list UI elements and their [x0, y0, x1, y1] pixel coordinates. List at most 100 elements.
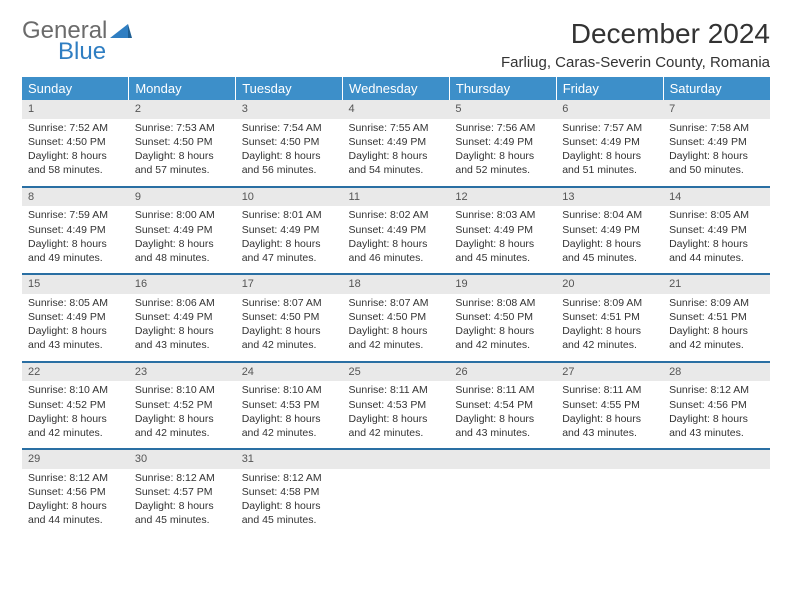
sunset-text: Sunset: 4:56 PM: [28, 485, 123, 499]
calendar-day-cell: 16Sunrise: 8:06 AMSunset: 4:49 PMDayligh…: [129, 274, 236, 362]
daylight-text-2: and 42 minutes.: [242, 338, 337, 352]
calendar-day-cell: 13Sunrise: 8:04 AMSunset: 4:49 PMDayligh…: [556, 187, 663, 275]
calendar-day-cell: 5Sunrise: 7:56 AMSunset: 4:49 PMDaylight…: [449, 100, 556, 187]
daylight-text-1: Daylight: 8 hours: [669, 237, 764, 251]
day-number: 11: [343, 188, 450, 207]
calendar-day-cell: [556, 449, 663, 536]
title-block: December 2024 Farliug, Caras-Severin Cou…: [501, 18, 770, 71]
sunrise-text: Sunrise: 8:00 AM: [135, 208, 230, 222]
daylight-text-1: Daylight: 8 hours: [135, 149, 230, 163]
calendar-day-cell: 28Sunrise: 8:12 AMSunset: 4:56 PMDayligh…: [663, 362, 770, 450]
day-number: 30: [129, 450, 236, 469]
calendar-day-cell: 27Sunrise: 8:11 AMSunset: 4:55 PMDayligh…: [556, 362, 663, 450]
calendar-day-cell: 22Sunrise: 8:10 AMSunset: 4:52 PMDayligh…: [22, 362, 129, 450]
day-info: Sunrise: 8:11 AMSunset: 4:54 PMDaylight:…: [449, 381, 556, 448]
daylight-text-2: and 46 minutes.: [349, 251, 444, 265]
day-info: Sunrise: 7:55 AMSunset: 4:49 PMDaylight:…: [343, 119, 450, 186]
sunrise-text: Sunrise: 7:55 AM: [349, 121, 444, 135]
sunrise-text: Sunrise: 8:07 AM: [242, 296, 337, 310]
weekday-header-row: SundayMondayTuesdayWednesdayThursdayFrid…: [22, 77, 770, 100]
day-number: 23: [129, 363, 236, 382]
sunrise-text: Sunrise: 8:12 AM: [242, 471, 337, 485]
calendar-day-cell: 25Sunrise: 8:11 AMSunset: 4:53 PMDayligh…: [343, 362, 450, 450]
daylight-text-1: Daylight: 8 hours: [242, 237, 337, 251]
daylight-text-2: and 45 minutes.: [562, 251, 657, 265]
day-number: 31: [236, 450, 343, 469]
day-number: 8: [22, 188, 129, 207]
calendar-day-cell: 1Sunrise: 7:52 AMSunset: 4:50 PMDaylight…: [22, 100, 129, 187]
day-number: 6: [556, 100, 663, 119]
day-number: 4: [343, 100, 450, 119]
sunset-text: Sunset: 4:50 PM: [349, 310, 444, 324]
day-info: Sunrise: 8:12 AMSunset: 4:56 PMDaylight:…: [22, 469, 129, 536]
weekday-header: Tuesday: [236, 77, 343, 100]
weekday-header: Monday: [129, 77, 236, 100]
sunrise-text: Sunrise: 8:10 AM: [242, 383, 337, 397]
day-info: Sunrise: 8:07 AMSunset: 4:50 PMDaylight:…: [343, 294, 450, 361]
sunset-text: Sunset: 4:49 PM: [28, 310, 123, 324]
calendar-day-cell: 21Sunrise: 8:09 AMSunset: 4:51 PMDayligh…: [663, 274, 770, 362]
daylight-text-2: and 48 minutes.: [135, 251, 230, 265]
day-info: Sunrise: 7:59 AMSunset: 4:49 PMDaylight:…: [22, 206, 129, 273]
day-number: 17: [236, 275, 343, 294]
daylight-text-1: Daylight: 8 hours: [455, 149, 550, 163]
daylight-text-2: and 42 minutes.: [562, 338, 657, 352]
sunset-text: Sunset: 4:49 PM: [242, 223, 337, 237]
location-text: Farliug, Caras-Severin County, Romania: [501, 54, 770, 71]
logo-triangle-icon: [110, 22, 132, 40]
daylight-text-2: and 42 minutes.: [349, 338, 444, 352]
calendar-day-cell: 20Sunrise: 8:09 AMSunset: 4:51 PMDayligh…: [556, 274, 663, 362]
calendar-day-cell: 31Sunrise: 8:12 AMSunset: 4:58 PMDayligh…: [236, 449, 343, 536]
day-info: Sunrise: 8:10 AMSunset: 4:52 PMDaylight:…: [22, 381, 129, 448]
daylight-text-2: and 44 minutes.: [669, 251, 764, 265]
sunset-text: Sunset: 4:50 PM: [242, 135, 337, 149]
calendar-day-cell: 17Sunrise: 8:07 AMSunset: 4:50 PMDayligh…: [236, 274, 343, 362]
sunset-text: Sunset: 4:53 PM: [349, 398, 444, 412]
day-info: Sunrise: 8:12 AMSunset: 4:58 PMDaylight:…: [236, 469, 343, 536]
logo: General Blue: [22, 18, 132, 64]
daylight-text-1: Daylight: 8 hours: [135, 237, 230, 251]
sunrise-text: Sunrise: 8:11 AM: [455, 383, 550, 397]
daylight-text-1: Daylight: 8 hours: [135, 499, 230, 513]
daylight-text-2: and 42 minutes.: [669, 338, 764, 352]
sunrise-text: Sunrise: 7:52 AM: [28, 121, 123, 135]
calendar-week-row: 8Sunrise: 7:59 AMSunset: 4:49 PMDaylight…: [22, 187, 770, 275]
day-info: Sunrise: 8:05 AMSunset: 4:49 PMDaylight:…: [663, 206, 770, 273]
daylight-text-2: and 43 minutes.: [28, 338, 123, 352]
calendar-day-cell: 14Sunrise: 8:05 AMSunset: 4:49 PMDayligh…: [663, 187, 770, 275]
day-number: 15: [22, 275, 129, 294]
daylight-text-2: and 43 minutes.: [455, 426, 550, 440]
sunset-text: Sunset: 4:55 PM: [562, 398, 657, 412]
day-number: 14: [663, 188, 770, 207]
calendar-day-cell: 11Sunrise: 8:02 AMSunset: 4:49 PMDayligh…: [343, 187, 450, 275]
daylight-text-1: Daylight: 8 hours: [135, 412, 230, 426]
day-info: Sunrise: 8:03 AMSunset: 4:49 PMDaylight:…: [449, 206, 556, 273]
daylight-text-1: Daylight: 8 hours: [349, 149, 444, 163]
daylight-text-1: Daylight: 8 hours: [562, 237, 657, 251]
sunrise-text: Sunrise: 8:10 AM: [135, 383, 230, 397]
daylight-text-1: Daylight: 8 hours: [242, 412, 337, 426]
daylight-text-2: and 51 minutes.: [562, 163, 657, 177]
sunrise-text: Sunrise: 7:56 AM: [455, 121, 550, 135]
day-info: Sunrise: 8:10 AMSunset: 4:52 PMDaylight:…: [129, 381, 236, 448]
day-info: Sunrise: 8:02 AMSunset: 4:49 PMDaylight:…: [343, 206, 450, 273]
day-number: 2: [129, 100, 236, 119]
daylight-text-2: and 58 minutes.: [28, 163, 123, 177]
daylight-text-1: Daylight: 8 hours: [669, 324, 764, 338]
sunset-text: Sunset: 4:50 PM: [242, 310, 337, 324]
day-number: 9: [129, 188, 236, 207]
sunrise-text: Sunrise: 8:12 AM: [669, 383, 764, 397]
sunset-text: Sunset: 4:49 PM: [669, 223, 764, 237]
daylight-text-1: Daylight: 8 hours: [669, 412, 764, 426]
sunset-text: Sunset: 4:54 PM: [455, 398, 550, 412]
day-info: Sunrise: 7:56 AMSunset: 4:49 PMDaylight:…: [449, 119, 556, 186]
header: General Blue December 2024 Farliug, Cara…: [22, 18, 770, 71]
calendar-day-cell: 26Sunrise: 8:11 AMSunset: 4:54 PMDayligh…: [449, 362, 556, 450]
calendar-day-cell: 4Sunrise: 7:55 AMSunset: 4:49 PMDaylight…: [343, 100, 450, 187]
day-number: 27: [556, 363, 663, 382]
sunrise-text: Sunrise: 8:09 AM: [562, 296, 657, 310]
sunset-text: Sunset: 4:50 PM: [455, 310, 550, 324]
daylight-text-1: Daylight: 8 hours: [455, 324, 550, 338]
sunrise-text: Sunrise: 7:54 AM: [242, 121, 337, 135]
sunset-text: Sunset: 4:57 PM: [135, 485, 230, 499]
